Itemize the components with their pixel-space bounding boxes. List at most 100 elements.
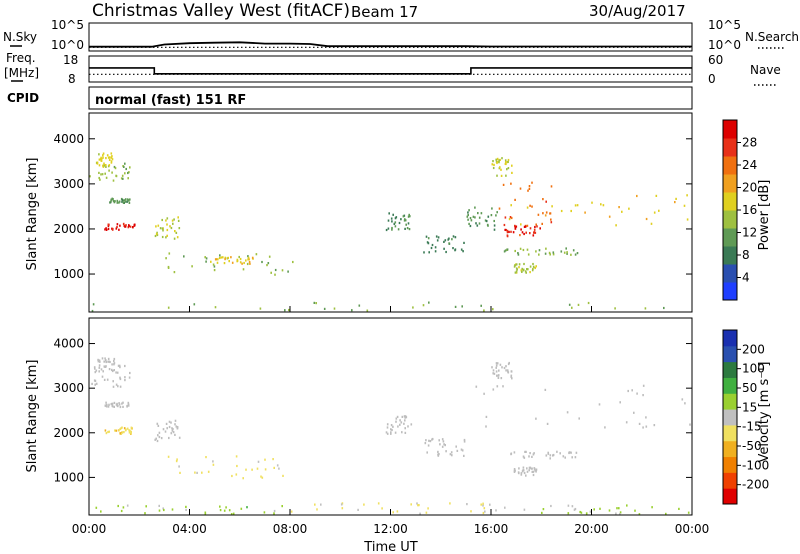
power-scatter-cell — [645, 217, 648, 221]
velocity-scatter-cell — [119, 376, 121, 379]
power-scatter-cell — [510, 204, 512, 207]
velocity-scatter-cell — [155, 437, 157, 440]
velocity-scatter-cell — [665, 512, 667, 515]
power-scatter-cell — [484, 219, 487, 222]
velocity-scatter-cell — [396, 510, 399, 513]
power-scatter-cell — [514, 271, 517, 274]
power-scatter-cell — [177, 219, 180, 222]
power-scatter-cell — [403, 219, 406, 222]
power-scatter-cell — [480, 212, 483, 215]
velocity-scatter-cell — [223, 509, 226, 512]
power-scatter-cell — [404, 218, 406, 221]
power-scatter-cell — [408, 213, 410, 216]
velocity-scatter-cell — [570, 451, 572, 454]
velocity-scatter-cell — [118, 402, 120, 405]
frequency-left-tick-bottom: 8 — [68, 72, 76, 86]
power-scatter-cell — [529, 265, 532, 268]
velocity-scatter-cell — [100, 510, 102, 513]
velocity-scatter-cell — [127, 403, 130, 406]
velocity-scatter-cell — [437, 454, 440, 457]
velocity-scatter-cell — [377, 502, 380, 505]
velocity-scatter-cell — [506, 369, 509, 372]
velocity-scatter-cell — [273, 512, 275, 515]
velocity-scatter-cell — [103, 365, 106, 368]
power-scatter-cell — [239, 261, 242, 264]
velocity-scatter-cell — [533, 452, 535, 455]
velocity-scatter-cell — [117, 504, 119, 508]
power-scatter-cell — [504, 249, 507, 252]
velocity-scatter-cell — [276, 464, 279, 467]
velocity-colorbar: 200 100 50 15 -15 -50 -100 -200 — [722, 329, 769, 505]
power-scatter-cell — [116, 223, 119, 226]
power-scatter-cell — [468, 222, 470, 225]
power-scatter-cell — [538, 253, 540, 256]
power-scatter-cell — [113, 165, 116, 169]
velocity-panel-frame — [88, 317, 693, 516]
power-scatter-cell — [529, 227, 532, 230]
velocity-scatter-cell — [115, 429, 118, 432]
velocity-scatter-cell — [240, 507, 243, 510]
velocity-scatter-cell — [207, 470, 210, 473]
power-scatter-cell — [591, 201, 593, 204]
power-scatter-cell — [231, 261, 234, 264]
power-scatter-cell — [538, 249, 541, 252]
power-colorbar-tick-label: 20 — [742, 181, 757, 195]
power-scatter-cell — [454, 236, 457, 239]
velocity-scatter-cell — [160, 437, 163, 440]
velocity-scatter-cell — [104, 404, 107, 407]
power-scatter-cell — [96, 162, 99, 165]
power-scatter-cell — [524, 225, 527, 228]
power-scatter-cell — [99, 158, 102, 161]
velocity-scatter-cell — [174, 433, 176, 436]
power-scatter-cell — [385, 228, 388, 232]
velocity-scatter-cell — [541, 511, 543, 514]
velocity-scatter-cell — [438, 439, 440, 442]
velocity-scatter-cell — [520, 472, 523, 475]
power-scatter-cell — [98, 164, 101, 167]
velocity-scatter-cell — [108, 430, 110, 433]
velocity-scatter-cell — [496, 362, 499, 365]
velocity-scatter-cell — [501, 366, 503, 369]
power-colorbar-label: Power [dB] — [757, 180, 772, 251]
velocity-y-tick-label: 3000 — [53, 381, 84, 395]
power-scatter-cell — [248, 261, 251, 264]
power-scatter-cell — [544, 214, 547, 217]
power-scatter-cell — [525, 231, 527, 234]
velocity-scatter-cell — [417, 504, 419, 507]
power-scatter-cell — [492, 308, 494, 311]
power-scatter-cell — [521, 231, 524, 234]
power-scatter-cell — [507, 160, 509, 163]
power-scatter-cell — [113, 201, 116, 204]
power-scatter-cell — [499, 158, 501, 161]
power-scatter-cell — [467, 213, 469, 217]
velocity-scatter-cell — [99, 360, 101, 363]
velocity-scatter-cell — [410, 503, 412, 506]
power-scatter-cell — [125, 224, 127, 227]
noise-left-label: N.Sky — [3, 30, 37, 44]
power-scatter-cell — [600, 203, 602, 206]
power-scatter-cell — [463, 241, 465, 244]
power-scatter-cell — [121, 198, 124, 201]
velocity-scatter-cell — [129, 429, 131, 432]
power-colorbar-tick-label: 4 — [742, 271, 750, 285]
velocity-scatter-cell — [246, 506, 248, 509]
power-scatter-cell — [173, 218, 175, 221]
noise-right-tick-top: 10^5 — [708, 18, 741, 32]
power-scatter-cell — [618, 206, 620, 209]
power-scatter-cell — [469, 217, 472, 220]
power-scatter-cell — [248, 258, 250, 261]
power-scatter-cell — [528, 185, 531, 188]
velocity-scatter-cell — [604, 426, 606, 429]
velocity-colorbar-swatch — [723, 456, 737, 473]
power-scatter-cell — [105, 157, 107, 160]
velocity-scatter-cell — [158, 435, 161, 439]
velocity-scatter-cell — [517, 471, 520, 474]
velocity-scatter-cell — [178, 465, 180, 468]
frequency-left-unit: [MHz] — [4, 66, 39, 80]
velocity-scatter-cell — [340, 503, 343, 506]
velocity-scatter-cell — [175, 425, 178, 428]
power-scatter-cell — [584, 211, 586, 214]
power-scatter-cell — [426, 241, 429, 244]
velocity-colorbar-swatch — [723, 377, 737, 394]
velocity-scatter-cell — [416, 502, 418, 505]
